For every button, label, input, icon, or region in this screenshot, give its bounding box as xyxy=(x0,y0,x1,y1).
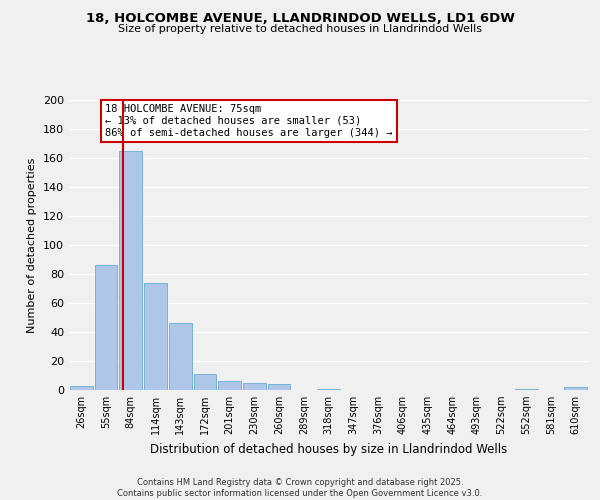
Bar xyxy=(243,383,266,390)
Bar xyxy=(144,282,167,390)
X-axis label: Distribution of detached houses by size in Llandrindod Wells: Distribution of detached houses by size … xyxy=(150,442,507,456)
Bar xyxy=(95,266,118,390)
Bar xyxy=(515,388,538,390)
Bar xyxy=(169,324,191,390)
Bar xyxy=(194,374,216,390)
Bar xyxy=(218,382,241,390)
Text: Size of property relative to detached houses in Llandrindod Wells: Size of property relative to detached ho… xyxy=(118,24,482,34)
Bar xyxy=(268,384,290,390)
Bar xyxy=(317,388,340,390)
Text: Contains HM Land Registry data © Crown copyright and database right 2025.
Contai: Contains HM Land Registry data © Crown c… xyxy=(118,478,482,498)
Y-axis label: Number of detached properties: Number of detached properties xyxy=(28,158,37,332)
Bar xyxy=(70,386,93,390)
Text: 18, HOLCOMBE AVENUE, LLANDRINDOD WELLS, LD1 6DW: 18, HOLCOMBE AVENUE, LLANDRINDOD WELLS, … xyxy=(86,12,514,26)
Bar xyxy=(564,387,587,390)
Text: 18 HOLCOMBE AVENUE: 75sqm
← 13% of detached houses are smaller (53)
86% of semi-: 18 HOLCOMBE AVENUE: 75sqm ← 13% of detac… xyxy=(106,104,393,138)
Bar xyxy=(119,151,142,390)
